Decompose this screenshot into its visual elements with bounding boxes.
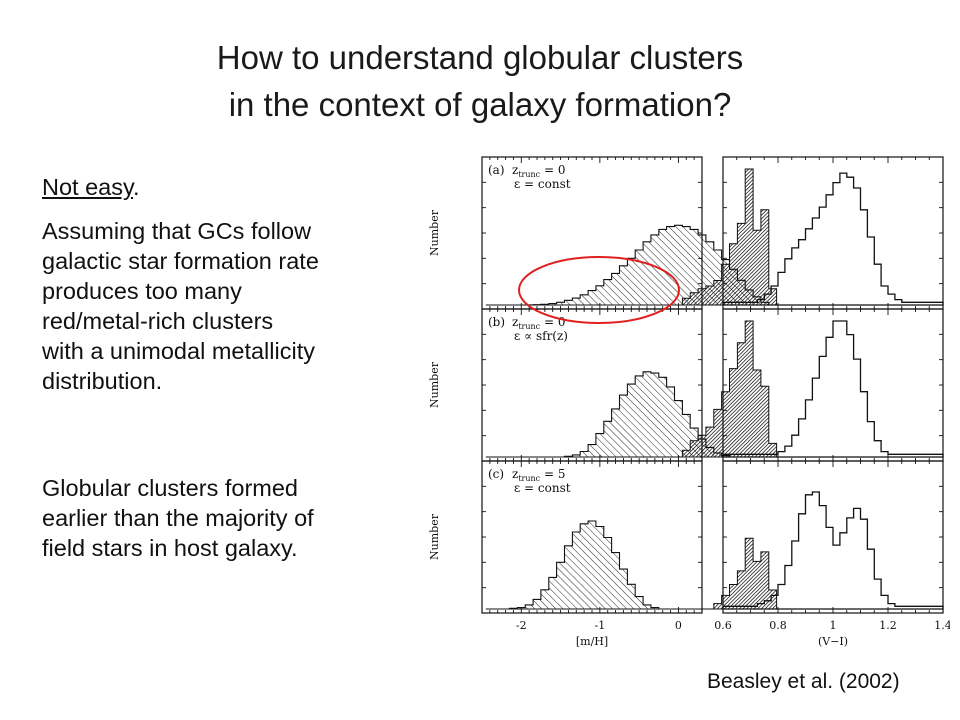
panel-label: (b) — [488, 315, 505, 329]
globular-cluster-histogram — [485, 537, 785, 610]
equals: = — [540, 163, 558, 177]
colour-histogram — [722, 320, 944, 458]
paragraph-sfr: Assuming that GCs follow galactic star f… — [42, 216, 412, 396]
panel-legend: (b) ztrunc = 0ε ∝ sfr(z) — [488, 315, 568, 343]
globular-cluster-histogram — [485, 320, 785, 458]
x-tick-label: -2 — [516, 619, 527, 632]
z-trunc-value: 5 — [558, 467, 566, 481]
para2-line: earlier than the majority of — [42, 505, 314, 531]
x-tick-label: 0.6 — [714, 619, 732, 632]
x-axis-label-left: [m/H] — [576, 635, 608, 648]
para2-line: Globular clusters formed — [42, 475, 298, 501]
slide-title: How to understand globular clusters in t… — [0, 34, 960, 128]
z-trunc-value: 0 — [558, 315, 566, 329]
globular-cluster-histogram — [485, 168, 785, 306]
epsilon-value: const — [538, 481, 571, 495]
para1-line: with a unimodal metallicity — [42, 338, 315, 364]
y-axis-label: Number — [428, 209, 441, 256]
para1-line: distribution. — [42, 368, 163, 394]
epsilon-symbol: ε = — [514, 177, 538, 191]
epsilon-label: ε = const — [514, 177, 571, 191]
z-subscript: trunc — [518, 170, 540, 179]
paragraph-early-formation: Globular clusters formed earlier than th… — [42, 473, 412, 563]
intro-statement: Not easy. — [42, 172, 140, 202]
z-trunc-value: 0 — [558, 163, 566, 177]
x-tick-label: 1 — [830, 619, 837, 632]
equals: = — [540, 315, 558, 329]
para1-line: red/metal-rich clusters — [42, 308, 274, 334]
colour-histogram — [722, 172, 944, 306]
panel-legend: (c) ztrunc = 5ε = const — [488, 467, 571, 495]
colour-histogram — [722, 491, 944, 610]
x-tick-label: 0 — [675, 619, 682, 632]
para1-line: Assuming that GCs follow — [42, 218, 312, 244]
panel-label: (a) — [488, 163, 505, 177]
epsilon-label: ε ∝ sfr(z) — [514, 329, 568, 343]
epsilon-symbol: ε = — [514, 481, 538, 495]
epsilon-symbol: ε ∝ — [514, 329, 536, 343]
panel-legend: (a) ztrunc = 0ε = const — [488, 163, 571, 191]
para1-line: produces too many — [42, 278, 242, 304]
y-axis-label: Number — [428, 513, 441, 560]
y-axis-label: Number — [428, 361, 441, 408]
title-line-1: How to understand globular clusters — [216, 39, 744, 76]
z-subscript: trunc — [518, 322, 540, 331]
z-trunc-label: ztrunc = 0 — [512, 315, 565, 331]
title-line-2: in the context of galaxy formation? — [228, 86, 732, 123]
x-tick-label: 1.2 — [879, 619, 897, 632]
intro-text: Not easy — [42, 174, 133, 200]
histogram-figure: (a) ztrunc = 0 ε = const Number (b) ztrunc = … — [428, 156, 950, 648]
equals: = — [540, 467, 558, 481]
x-tick-label: 1.4 — [934, 619, 950, 632]
epsilon-value: const — [538, 177, 571, 191]
para2-line: field stars in host galaxy. — [42, 535, 298, 561]
epsilon-value: sfr(z) — [536, 329, 568, 343]
citation: Beasley et al. (2002) — [707, 670, 900, 693]
x-tick-label: -1 — [594, 619, 605, 632]
x-axis-label-right: (V−I) — [818, 635, 848, 648]
para1-line: galactic star formation rate — [42, 248, 319, 274]
intro-punct: . — [133, 174, 140, 200]
highlight-ellipse — [518, 256, 680, 324]
panel-label: (c) — [488, 467, 504, 481]
x-tick-label: 0.8 — [769, 619, 787, 632]
epsilon-label: ε = const — [514, 481, 571, 495]
z-subscript: trunc — [518, 474, 540, 483]
